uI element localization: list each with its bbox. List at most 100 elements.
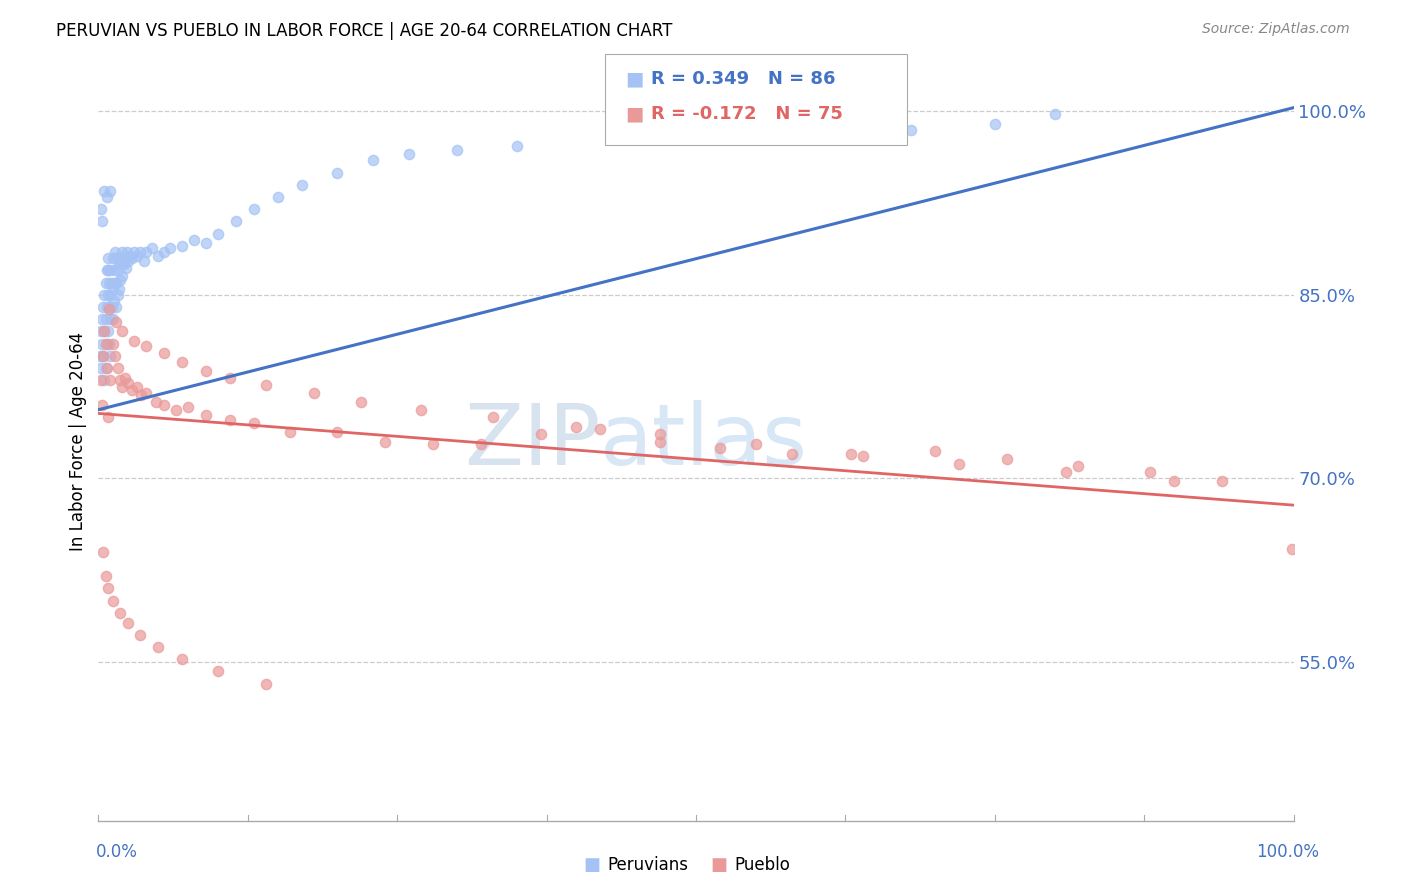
Point <box>105 251 128 265</box>
Point <box>243 202 266 217</box>
Point <box>841 447 863 461</box>
Point <box>124 334 146 349</box>
Point <box>93 287 115 301</box>
Point <box>153 244 176 259</box>
Point <box>129 244 152 259</box>
Text: ■: ■ <box>626 70 644 89</box>
Point <box>145 395 167 409</box>
Point <box>1067 458 1090 473</box>
Point <box>94 569 117 583</box>
Point <box>91 349 114 363</box>
Point <box>98 312 122 326</box>
Point <box>94 336 117 351</box>
Point <box>195 236 218 251</box>
Point <box>267 190 290 204</box>
Point <box>98 263 122 277</box>
Point <box>446 144 468 158</box>
Point <box>302 385 325 400</box>
Point <box>1056 465 1078 479</box>
Point <box>153 398 176 412</box>
Point <box>97 410 120 425</box>
Point <box>124 244 146 259</box>
Point <box>207 227 229 241</box>
Point <box>648 434 672 449</box>
Point <box>243 416 266 430</box>
Point <box>948 457 970 471</box>
Point <box>648 427 672 442</box>
Point <box>107 287 129 301</box>
Point <box>995 451 1018 466</box>
Point <box>93 184 115 198</box>
Point <box>96 263 118 277</box>
Point <box>350 395 373 409</box>
Text: ■: ■ <box>710 856 727 874</box>
Point <box>91 398 114 412</box>
Point <box>91 300 114 314</box>
Point <box>91 336 114 351</box>
Point <box>121 251 143 265</box>
Point <box>89 349 111 363</box>
Point <box>291 178 314 192</box>
Text: Source: ZipAtlas.com: Source: ZipAtlas.com <box>1202 22 1350 37</box>
Point <box>118 249 141 263</box>
Point <box>121 383 143 397</box>
Point <box>93 325 115 339</box>
Point <box>90 373 112 387</box>
Point <box>97 582 120 596</box>
Point <box>96 300 118 314</box>
Point <box>1281 542 1303 557</box>
Point <box>108 606 131 620</box>
Y-axis label: In Labor Force | Age 20-64: In Labor Force | Age 20-64 <box>69 332 87 551</box>
Point <box>900 122 922 136</box>
Point <box>195 363 218 377</box>
Point <box>506 138 529 153</box>
Point <box>589 422 612 436</box>
Point <box>131 388 153 402</box>
Point <box>94 276 117 290</box>
Point <box>135 385 157 400</box>
Point <box>96 190 118 204</box>
Text: R = 0.349   N = 86: R = 0.349 N = 86 <box>651 70 835 88</box>
Point <box>107 282 129 296</box>
Text: Peruvians: Peruvians <box>607 856 689 874</box>
Text: Pueblo: Pueblo <box>734 856 790 874</box>
Point <box>111 269 134 284</box>
Point <box>91 214 114 228</box>
Text: atlas: atlas <box>600 400 808 483</box>
Point <box>177 401 200 415</box>
Point <box>470 437 492 451</box>
Point <box>98 276 121 290</box>
Point <box>129 628 152 642</box>
Point <box>132 253 155 268</box>
Text: ■: ■ <box>583 856 600 874</box>
Point <box>110 257 132 271</box>
Point <box>97 263 120 277</box>
Point <box>148 640 170 654</box>
Point <box>97 251 120 265</box>
Point <box>100 276 122 290</box>
Point <box>108 273 131 287</box>
Point <box>326 425 349 439</box>
Point <box>103 263 125 277</box>
Point <box>530 427 553 442</box>
Point <box>103 293 125 308</box>
Point <box>565 420 588 434</box>
Point <box>852 449 875 463</box>
Text: 100.0%: 100.0% <box>1256 843 1319 861</box>
Point <box>98 287 122 301</box>
Point <box>107 257 129 271</box>
Point <box>108 373 131 387</box>
Point <box>278 425 301 439</box>
Point <box>111 325 134 339</box>
Point <box>745 437 768 451</box>
Point <box>98 302 121 317</box>
Point <box>94 361 117 376</box>
Point <box>172 355 194 369</box>
Point <box>93 373 115 387</box>
Point <box>153 346 176 360</box>
Point <box>125 249 148 263</box>
Point <box>98 336 121 351</box>
Point <box>219 371 242 385</box>
Point <box>105 315 128 329</box>
Point <box>1043 107 1066 121</box>
